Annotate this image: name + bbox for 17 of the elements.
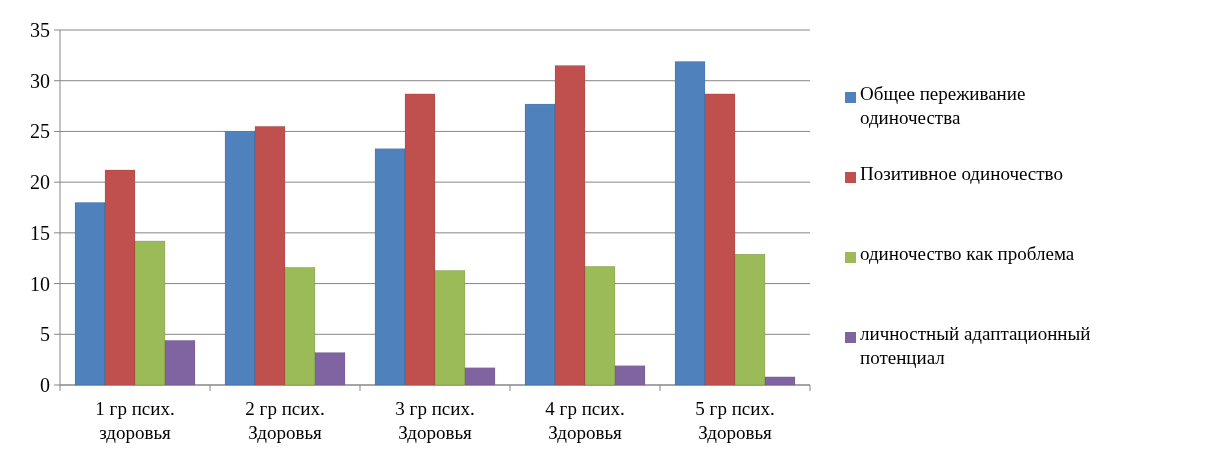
- legend-label: Позитивное одиночество: [860, 163, 1063, 184]
- y-tick-label: 15: [30, 221, 50, 244]
- x-tick-label: 4 гр псих. Здоровья: [545, 398, 625, 443]
- legend-label: личностный адаптационный потенциал: [860, 323, 1091, 368]
- y-tick-label: 5: [40, 323, 50, 346]
- x-tick-label: 5 гр псих. Здоровья: [695, 398, 775, 443]
- legend-label: одиночество как проблема: [860, 243, 1075, 264]
- legend-label: Общее переживание одиночества: [860, 83, 1026, 128]
- y-tick-label: 30: [30, 69, 50, 92]
- y-tick-label: 35: [30, 19, 50, 41]
- y-tick-label: 10: [30, 272, 50, 295]
- x-tick-label: 1 гр псих. здоровья: [95, 398, 175, 443]
- y-tick-label: 25: [30, 120, 50, 143]
- x-tick-label: 3 гр псих. Здоровья: [395, 398, 475, 443]
- y-tick-label: 20: [30, 171, 50, 194]
- x-tick-label: 2 гр псих. Здоровья: [245, 398, 325, 443]
- y-tick-label: 0: [40, 374, 50, 396]
